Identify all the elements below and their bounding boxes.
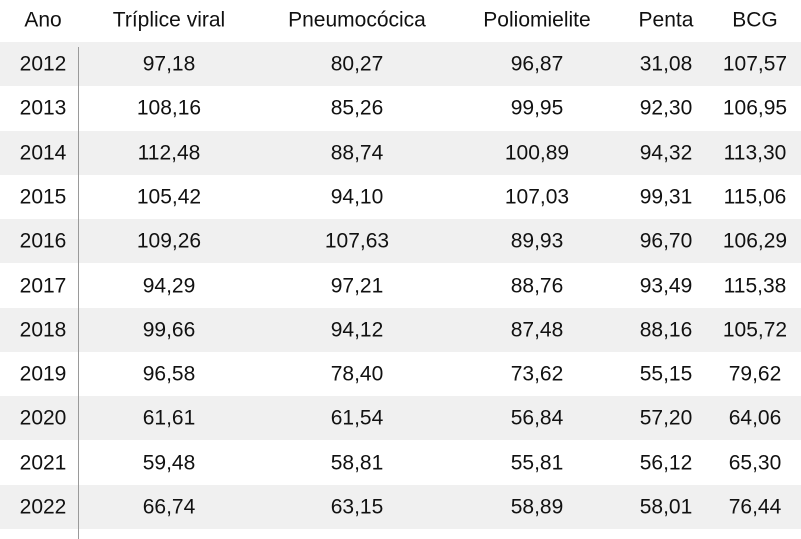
cell-col-bcg: 64,06 [728, 406, 782, 430]
cell-col-pneumococica: 61,54 [330, 406, 384, 430]
cell-col-poliomielite: 56,84 [510, 406, 564, 430]
cell-col-ano: 2017 [19, 274, 67, 297]
cell-col-bcg: 105,72 [722, 318, 788, 342]
cell-col-triplice-viral: 109,26 [136, 229, 202, 253]
cell-col-ano: 2015 [19, 185, 67, 209]
cell-col-pneumococica: 63,15 [330, 495, 384, 519]
cell-col-poliomielite: 73,62 [510, 362, 564, 386]
table-row: 2014 112,48 88,74 100,89 94,32 113,30 [0, 130, 801, 175]
cell-col-triplice-viral: 94,29 [142, 274, 196, 297]
table-row: 2018 99,66 94,12 87,48 88,16 105,72 [0, 307, 801, 352]
cell-col-triplice-viral: 99,66 [142, 318, 196, 342]
cell-col-pneumococica: 85,26 [330, 96, 384, 120]
cell-col-penta: 56,12 [639, 451, 693, 475]
cell-col-pneumococica: 80,27 [330, 52, 384, 76]
cell-col-ano: 2016 [19, 229, 67, 253]
cell-col-ano: 2018 [19, 318, 67, 342]
header-col-poliomielite: Poliomielite [483, 8, 591, 32]
cell-col-triplice-viral: 96,58 [142, 362, 196, 386]
cell-col-penta: 99,31 [639, 185, 693, 209]
header-col-ano: Ano [24, 8, 62, 32]
cell-col-pneumococica: 107,63 [324, 229, 390, 253]
table-row: 2020 61,61 61,54 56,84 57,20 64,06 [0, 396, 801, 441]
cell-col-pneumococica: 88,74 [330, 141, 384, 165]
cell-col-triplice-viral: 105,42 [136, 185, 202, 209]
cell-col-triplice-viral: 112,48 [137, 141, 201, 165]
cell-col-penta: 57,20 [639, 406, 693, 430]
table-row: 2021 59,48 58,81 55,81 56,12 65,30 [0, 441, 801, 485]
cell-col-bcg: 107,57 [722, 52, 788, 76]
cell-col-pneumococica: 97,21 [330, 274, 384, 297]
year-column-divider [78, 47, 79, 539]
table-row: 2019 96,58 78,40 73,62 55,15 79,62 [0, 352, 801, 396]
cell-col-triplice-viral: 108,16 [136, 96, 202, 120]
cell-col-pneumococica: 78,40 [330, 362, 384, 386]
table-header: Ano Tríplice viral Pneumocócica Poliomielit… [0, 0, 801, 41]
cell-col-ano: 2014 [19, 141, 67, 165]
cell-col-bcg: 79,62 [728, 362, 782, 386]
table-row: 2017 94,29 97,21 88,76 93,49 115,38 [0, 264, 801, 308]
cell-col-triplice-viral: 59,48 [142, 451, 196, 475]
cell-col-penta: 92,30 [639, 96, 693, 120]
cell-col-ano: 2013 [19, 96, 67, 120]
cell-col-penta: 55,15 [639, 362, 693, 386]
cell-col-penta: 31,08 [639, 52, 693, 76]
cell-col-triplice-viral: 61,61 [142, 406, 196, 430]
cell-col-poliomielite: 88,76 [510, 274, 564, 297]
table-row: 2013 108,16 85,26 99,95 92,30 106,95 [0, 86, 801, 130]
cell-col-bcg: 106,95 [722, 96, 788, 120]
cell-col-bcg: 106,29 [722, 229, 788, 253]
cell-col-bcg: 115,06 [723, 185, 787, 209]
cell-col-poliomielite: 100,89 [504, 141, 570, 165]
cell-col-ano: 2012 [19, 52, 67, 76]
cell-col-ano: 2022 [19, 495, 67, 519]
table-row: 2022 66,74 63,15 58,89 58,01 76,44 [0, 485, 801, 529]
cell-col-bcg: 65,30 [728, 451, 782, 475]
header-col-bcg: BCG [732, 8, 778, 32]
cell-col-ano: 2021 [19, 451, 67, 475]
cell-col-poliomielite: 107,03 [504, 185, 570, 209]
cell-col-poliomielite: 55,81 [510, 451, 564, 475]
cell-col-ano: 2019 [19, 362, 67, 386]
cell-col-penta: 93,49 [639, 274, 693, 297]
cell-col-pneumococica: 58,81 [330, 451, 384, 475]
cell-col-bcg: 115,38 [723, 274, 787, 297]
cell-col-poliomielite: 58,89 [510, 495, 564, 519]
header-col-penta: Penta [638, 8, 694, 32]
header-col-triplice-viral: Tríplice viral [112, 8, 226, 32]
cell-col-poliomielite: 87,48 [510, 318, 564, 342]
cell-col-poliomielite: 99,95 [510, 96, 564, 120]
cell-col-penta: 88,16 [639, 318, 693, 342]
header-col-pneumococica: Pneumocócica [288, 8, 426, 32]
cell-col-bcg: 113,30 [723, 141, 787, 165]
cell-col-penta: 96,70 [639, 229, 693, 253]
cell-col-poliomielite: 89,93 [510, 229, 564, 253]
cell-col-penta: 94,32 [639, 141, 693, 165]
cell-col-pneumococica: 94,10 [330, 185, 384, 209]
table-row: 2016 109,26 107,63 89,93 96,70 106,29 [0, 219, 801, 264]
cell-col-penta: 58,01 [639, 495, 693, 519]
cell-col-poliomielite: 96,87 [510, 52, 564, 76]
cell-col-bcg: 76,44 [728, 495, 782, 519]
cell-col-triplice-viral: 97,18 [142, 52, 196, 76]
cell-col-pneumococica: 94,12 [330, 318, 384, 342]
cell-col-ano: 2020 [19, 406, 67, 430]
table-row: 2012 97,18 80,27 96,87 31,08 107,57 [0, 42, 801, 86]
table-row: 2015 105,42 94,10 107,03 99,31 115,06 [0, 175, 801, 219]
cell-col-triplice-viral: 66,74 [142, 495, 196, 519]
